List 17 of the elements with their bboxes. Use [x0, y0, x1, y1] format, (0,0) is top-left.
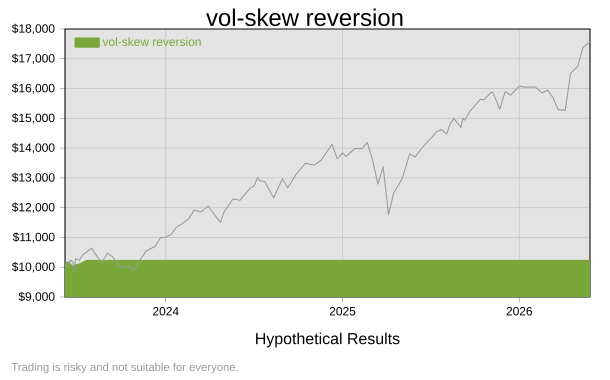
y-tick-label: $9,000	[18, 292, 55, 302]
chart-title: vol-skew reversion	[206, 8, 402, 26]
y-tick-label: $18,000	[12, 24, 55, 34]
legend-label: vol-skew reversion	[102, 37, 201, 46]
y-tick-label: $10,000	[12, 262, 55, 272]
x-tick-label: 2025	[330, 307, 356, 316]
y-tick-label: $17,000	[12, 54, 55, 64]
y-tick-label: $14,000	[12, 142, 55, 154]
y-tick-label: $15,000	[12, 113, 55, 124]
x-axis-title: Hypothetical Results	[256, 332, 400, 348]
x-tick-label: 2026	[506, 307, 532, 316]
y-tick-label: $16,000	[12, 83, 55, 94]
text: Trading is risky and not suitable for everyone.	[12, 362, 238, 374]
y-tick-label: $12,000	[12, 202, 55, 213]
y-tick-label: $13,000	[12, 172, 55, 184]
y-tick-label: $11,000	[12, 232, 55, 243]
x-tick-label: 2024	[153, 307, 179, 316]
